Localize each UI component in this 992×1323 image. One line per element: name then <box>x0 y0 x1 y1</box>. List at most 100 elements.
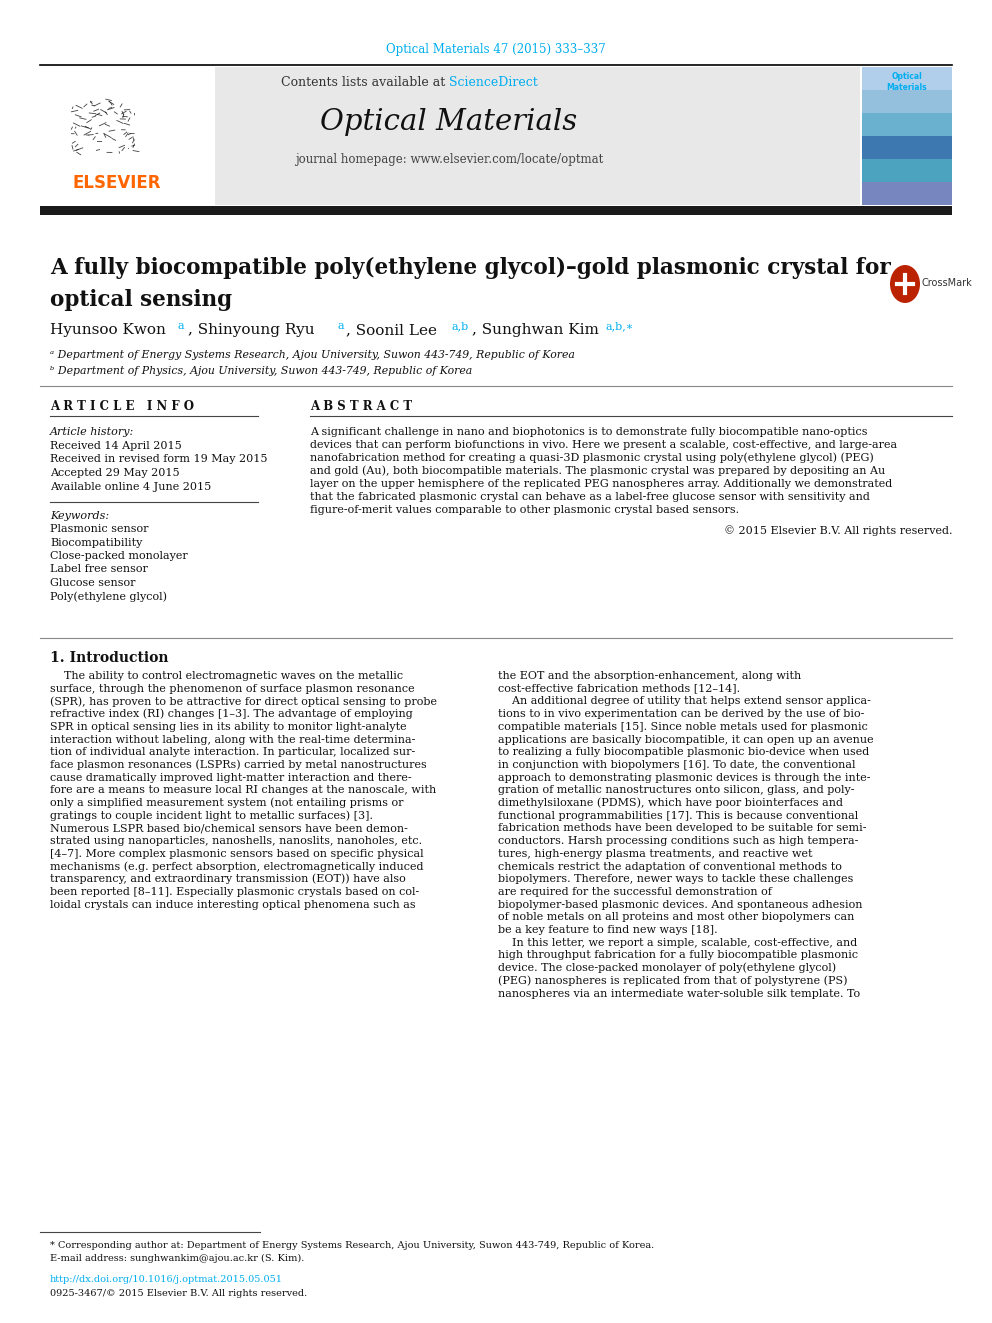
Text: Optical
Materials: Optical Materials <box>887 71 928 93</box>
Text: figure-of-merit values comparable to other plasmonic crystal based sensors.: figure-of-merit values comparable to oth… <box>310 505 739 515</box>
Text: surface, through the phenomenon of surface plasmon resonance: surface, through the phenomenon of surfa… <box>50 684 415 693</box>
Text: fore are a means to measure local RI changes at the nanoscale, with: fore are a means to measure local RI cha… <box>50 786 436 795</box>
Text: ᵇ Department of Physics, Ajou University, Suwon 443-749, Republic of Korea: ᵇ Department of Physics, Ajou University… <box>50 366 472 376</box>
Text: , Shinyoung Ryu: , Shinyoung Ryu <box>188 323 314 337</box>
Text: transparency, and extraordinary transmission (EOT)) have also: transparency, and extraordinary transmis… <box>50 875 406 885</box>
Text: biopolymer-based plasmonic devices. And spontaneous adhesion: biopolymer-based plasmonic devices. And … <box>498 900 862 910</box>
Text: , Soonil Lee: , Soonil Lee <box>346 323 437 337</box>
Text: a: a <box>337 321 343 331</box>
Text: strated using nanoparticles, nanoshells, nanoslits, nanoholes, etc.: strated using nanoparticles, nanoshells,… <box>50 836 423 847</box>
Text: cause dramatically improved light-matter interaction and there-: cause dramatically improved light-matter… <box>50 773 412 783</box>
Text: gratings to couple incident light to metallic surfaces) [3].: gratings to couple incident light to met… <box>50 811 373 822</box>
Bar <box>862 136 952 159</box>
Text: Numerous LSPR based bio/chemical sensors have been demon-: Numerous LSPR based bio/chemical sensors… <box>50 823 408 833</box>
Bar <box>862 67 952 205</box>
Text: Close-packed monolayer: Close-packed monolayer <box>50 550 187 561</box>
Text: A fully biocompatible poly(ethylene glycol)–gold plasmonic crystal for: A fully biocompatible poly(ethylene glyc… <box>50 257 891 279</box>
Text: conductors. Harsh processing conditions such as high tempera-: conductors. Harsh processing conditions … <box>498 836 858 847</box>
Text: In this letter, we report a simple, scalable, cost-effective, and: In this letter, we report a simple, scal… <box>498 938 857 947</box>
Text: http://dx.doi.org/10.1016/j.optmat.2015.05.051: http://dx.doi.org/10.1016/j.optmat.2015.… <box>50 1275 283 1285</box>
Text: compatible materials [15]. Since noble metals used for plasmonic: compatible materials [15]. Since noble m… <box>498 722 868 732</box>
Text: ScienceDirect: ScienceDirect <box>449 77 538 90</box>
Text: Accepted 29 May 2015: Accepted 29 May 2015 <box>50 468 180 478</box>
Text: nanospheres via an intermediate water-soluble silk template. To: nanospheres via an intermediate water-so… <box>498 988 860 999</box>
Text: Plasmonic sensor: Plasmonic sensor <box>50 524 149 534</box>
Text: Biocompatibility: Biocompatibility <box>50 537 143 548</box>
Text: [4–7]. More complex plasmonic sensors based on specific physical: [4–7]. More complex plasmonic sensors ba… <box>50 849 424 859</box>
Text: Optical Materials 47 (2015) 333–337: Optical Materials 47 (2015) 333–337 <box>386 44 606 57</box>
Text: a: a <box>178 321 185 331</box>
Text: nanofabrication method for creating a quasi-3D plasmonic crystal using poly(ethy: nanofabrication method for creating a qu… <box>310 452 874 463</box>
Text: been reported [8–11]. Especially plasmonic crystals based on col-: been reported [8–11]. Especially plasmon… <box>50 886 420 897</box>
Text: Glucose sensor: Glucose sensor <box>50 578 136 587</box>
Bar <box>862 90 952 112</box>
Text: ELSEVIER: ELSEVIER <box>72 175 161 192</box>
Text: biopolymers. Therefore, newer ways to tackle these challenges: biopolymers. Therefore, newer ways to ta… <box>498 875 853 884</box>
Text: Optical Materials: Optical Materials <box>320 108 577 136</box>
Text: Available online 4 June 2015: Available online 4 June 2015 <box>50 482 211 492</box>
Text: A significant challenge in nano and biophotonics is to demonstrate fully biocomp: A significant challenge in nano and biop… <box>310 427 867 437</box>
Bar <box>215 67 860 205</box>
Text: , Sunghwan Kim: , Sunghwan Kim <box>472 323 599 337</box>
Text: fabrication methods have been developed to be suitable for semi-: fabrication methods have been developed … <box>498 823 866 833</box>
Text: Article history:: Article history: <box>50 427 134 437</box>
Text: only a simplified measurement system (not entailing prisms or: only a simplified measurement system (no… <box>50 798 404 808</box>
Text: that the fabricated plasmonic crystal can behave as a label-free glucose sensor : that the fabricated plasmonic crystal ca… <box>310 492 870 501</box>
Text: cost-effective fabrication methods [12–14].: cost-effective fabrication methods [12–1… <box>498 684 740 693</box>
Text: A R T I C L E   I N F O: A R T I C L E I N F O <box>50 400 194 413</box>
Text: The ability to control electromagnetic waves on the metallic: The ability to control electromagnetic w… <box>50 671 403 681</box>
Text: approach to demonstrating plasmonic devices is through the inte-: approach to demonstrating plasmonic devi… <box>498 773 871 783</box>
Text: optical sensing: optical sensing <box>50 288 232 311</box>
Text: Hyunsoo Kwon: Hyunsoo Kwon <box>50 323 166 337</box>
Bar <box>862 112 952 136</box>
Text: chemicals restrict the adaptation of conventional methods to: chemicals restrict the adaptation of con… <box>498 861 842 872</box>
Text: Label free sensor: Label free sensor <box>50 565 148 574</box>
Text: Received 14 April 2015: Received 14 April 2015 <box>50 441 182 451</box>
Text: devices that can perform biofunctions in vivo. Here we present a scalable, cost-: devices that can perform biofunctions in… <box>310 441 897 450</box>
Text: Contents lists available at: Contents lists available at <box>281 77 449 90</box>
Ellipse shape <box>890 265 920 303</box>
Text: loidal crystals can induce interesting optical phenomena such as: loidal crystals can induce interesting o… <box>50 900 416 910</box>
Text: functional programmabilities [17]. This is because conventional: functional programmabilities [17]. This … <box>498 811 858 820</box>
Bar <box>862 159 952 183</box>
Text: be a key feature to find new ways [18].: be a key feature to find new ways [18]. <box>498 925 717 935</box>
Text: CrossMark: CrossMark <box>922 278 973 288</box>
Text: © 2015 Elsevier B.V. All rights reserved.: © 2015 Elsevier B.V. All rights reserved… <box>723 525 952 536</box>
Text: Poly(ethylene glycol): Poly(ethylene glycol) <box>50 591 167 602</box>
Text: device. The close-packed monolayer of poly(ethylene glycol): device. The close-packed monolayer of po… <box>498 963 836 974</box>
Text: the EOT and the absorption-enhancement, along with: the EOT and the absorption-enhancement, … <box>498 671 802 681</box>
Text: tion of individual analyte interaction. In particular, localized sur-: tion of individual analyte interaction. … <box>50 747 416 757</box>
Text: face plasmon resonances (LSPRs) carried by metal nanostructures: face plasmon resonances (LSPRs) carried … <box>50 759 427 770</box>
Text: tions to in vivo experimentation can be derived by the use of bio-: tions to in vivo experimentation can be … <box>498 709 864 720</box>
Text: layer on the upper hemisphere of the replicated PEG nanospheres array. Additiona: layer on the upper hemisphere of the rep… <box>310 479 892 490</box>
Text: in conjunction with biopolymers [16]. To date, the conventional: in conjunction with biopolymers [16]. To… <box>498 759 855 770</box>
Bar <box>862 67 952 90</box>
Text: SPR in optical sensing lies in its ability to monitor light-analyte: SPR in optical sensing lies in its abili… <box>50 722 407 732</box>
Text: gration of metallic nanostructures onto silicon, glass, and poly-: gration of metallic nanostructures onto … <box>498 786 854 795</box>
Text: * Corresponding author at: Department of Energy Systems Research, Ajou Universit: * Corresponding author at: Department of… <box>50 1241 655 1249</box>
Text: ᵃ Department of Energy Systems Research, Ajou University, Suwon 443-749, Republi: ᵃ Department of Energy Systems Research,… <box>50 351 575 360</box>
Text: refractive index (RI) changes [1–3]. The advantage of employing: refractive index (RI) changes [1–3]. The… <box>50 709 413 720</box>
Text: 0925-3467/© 2015 Elsevier B.V. All rights reserved.: 0925-3467/© 2015 Elsevier B.V. All right… <box>50 1290 308 1298</box>
Text: Keywords:: Keywords: <box>50 511 109 521</box>
Text: Received in revised form 19 May 2015: Received in revised form 19 May 2015 <box>50 455 268 464</box>
Text: (PEG) nanospheres is replicated from that of polystyrene (PS): (PEG) nanospheres is replicated from tha… <box>498 975 847 986</box>
Text: a,b,∗: a,b,∗ <box>605 321 633 331</box>
Bar <box>40 206 952 216</box>
Text: are required for the successful demonstration of: are required for the successful demonstr… <box>498 886 772 897</box>
Text: a,b: a,b <box>452 321 469 331</box>
Text: mechanisms (e.g. perfect absorption, electromagnetically induced: mechanisms (e.g. perfect absorption, ele… <box>50 861 424 872</box>
Text: (SPR), has proven to be attractive for direct optical sensing to probe: (SPR), has proven to be attractive for d… <box>50 696 437 706</box>
Text: high throughput fabrication for a fully biocompatible plasmonic: high throughput fabrication for a fully … <box>498 950 858 960</box>
Text: E-mail address: sunghwankim@ajou.ac.kr (S. Kim).: E-mail address: sunghwankim@ajou.ac.kr (… <box>50 1253 305 1262</box>
Bar <box>40 67 215 205</box>
Text: interaction without labeling, along with the real-time determina-: interaction without labeling, along with… <box>50 734 416 745</box>
Bar <box>862 183 952 205</box>
Text: dimethylsiloxane (PDMS), which have poor biointerfaces and: dimethylsiloxane (PDMS), which have poor… <box>498 798 843 808</box>
Text: tures, high-energy plasma treatments, and reactive wet: tures, high-energy plasma treatments, an… <box>498 849 812 859</box>
Text: applications are basically biocompatible, it can open up an avenue: applications are basically biocompatible… <box>498 734 874 745</box>
Text: 1. Introduction: 1. Introduction <box>50 651 169 665</box>
Text: An additional degree of utility that helps extend sensor applica-: An additional degree of utility that hel… <box>498 696 871 706</box>
Text: and gold (Au), both biocompatible materials. The plasmonic crystal was prepared : and gold (Au), both biocompatible materi… <box>310 466 885 476</box>
Text: of noble metals on all proteins and most other biopolymers can: of noble metals on all proteins and most… <box>498 913 854 922</box>
